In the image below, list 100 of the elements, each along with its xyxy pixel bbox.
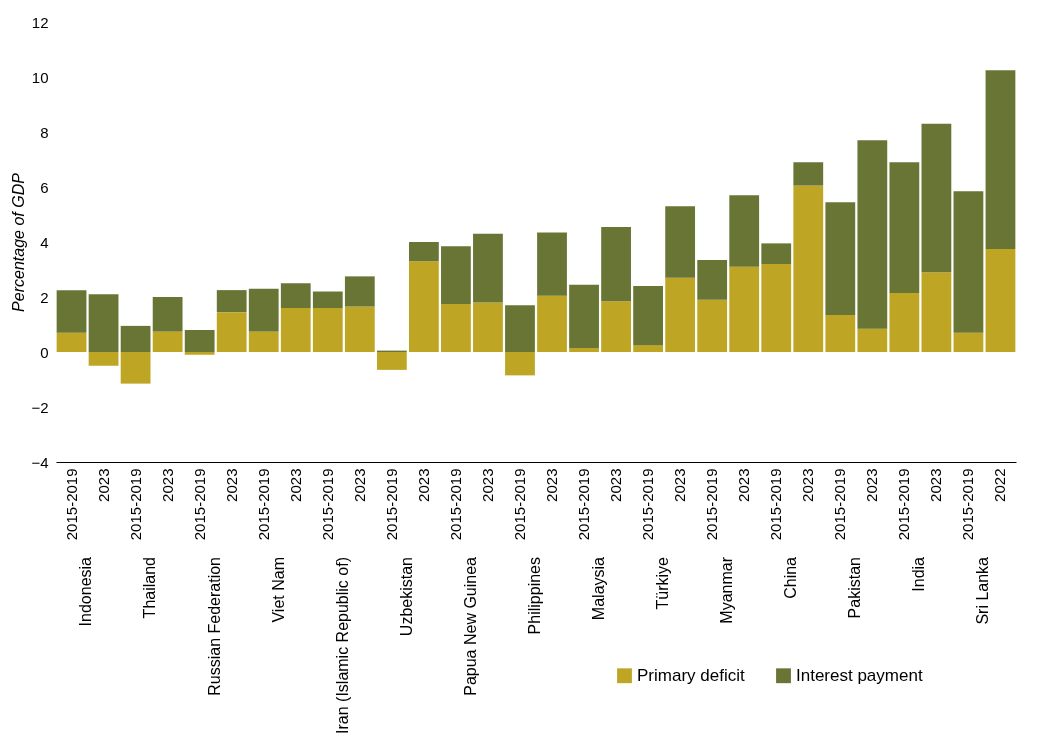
bar [152,297,183,332]
bar [857,328,888,352]
x-tick-label: 2023 [478,468,496,502]
legend-label: Primary deficit [637,665,745,685]
y-tick-label: −2 [31,398,49,416]
y-tick-label: 8 [40,123,49,141]
bar [505,305,535,352]
bar [344,306,375,352]
bar [729,266,760,352]
bar [88,352,119,366]
x-tick-label: 2015-2019 [959,468,977,541]
x-tick-label: 2023 [799,468,817,502]
bar [408,261,439,352]
bar [473,302,503,352]
y-tick-label: 10 [31,68,49,86]
bar [921,272,952,352]
y-tick-label: 0 [40,343,49,361]
bar [441,303,471,352]
text: Indonesia [77,556,95,627]
bar [280,308,311,352]
bar [601,226,631,302]
bar [761,264,792,352]
text: Sri Lanka [974,556,992,625]
text: Türkiye [654,556,672,610]
bar [921,123,952,273]
x-tick-label: 2022 [991,468,1009,502]
text: Thailand [141,557,159,619]
bar [985,70,1016,249]
x-tick-label: 2023 [350,468,368,502]
bar [537,295,567,352]
text: Papua New Guinea [461,556,479,696]
bar [152,331,183,352]
x-tick-label: 2015-2019 [318,468,336,541]
bar [857,140,888,329]
x-tick-label: 2015-2019 [254,468,272,541]
x-tick-label: 2023 [414,468,432,502]
bar [761,243,792,264]
bar [88,294,119,352]
bar [537,232,567,296]
bar [56,290,87,333]
bar [312,308,343,352]
bar [825,202,856,315]
bar [473,233,503,303]
text: Myanmar [718,556,736,624]
x-tick-label: 2023 [735,468,753,502]
bar [665,277,696,352]
bar [729,195,760,267]
legend-label: Interest payment [796,665,923,685]
x-tick-label: 2023 [543,468,561,502]
x-tick-label: 2015-2019 [639,468,657,541]
x-tick-label: 2015-2019 [510,468,528,541]
bar [248,331,279,352]
x-tick-label: 2015-2019 [703,468,721,541]
y-tick-label: −4 [31,453,49,471]
bar [184,330,215,352]
text: Iran (Islamic Republic of) [333,557,351,734]
text: Uzbekistan [397,557,415,637]
bar [633,345,664,352]
text: India [910,556,928,592]
x-tick-label: 2023 [94,468,112,502]
x-tick-label: 2015-2019 [190,468,208,541]
text: Malaysia [589,556,607,621]
text: Russian Federation [205,557,223,696]
y-tick-label: 6 [40,178,49,196]
bar [889,292,920,352]
x-tick-label: 2023 [927,468,945,502]
x-tick-label: 2015-2019 [575,468,593,541]
bar [408,242,439,262]
y-tick-label: 4 [40,233,49,251]
text: Philippines [525,557,543,635]
bar [697,299,728,352]
x-tick-label: 2023 [158,468,176,502]
bar [601,301,631,352]
y-axis-title: Percentage of GDP [10,172,28,312]
bar [793,162,824,186]
x-tick-label: 2015-2019 [767,468,785,541]
bar [120,325,151,352]
text: Pakistan [846,557,864,619]
x-tick-label: 2023 [222,468,240,502]
x-tick-label: 2015-2019 [895,468,913,541]
text: China [782,556,800,599]
bar [120,352,151,384]
x-tick-label: 2015-2019 [62,468,80,541]
bar [569,284,599,348]
bar [56,332,87,352]
bar [985,248,1016,352]
bar [953,191,984,333]
bar [216,312,247,352]
bar [280,283,311,308]
x-tick-label: 2023 [671,468,689,502]
y-tick-label: 2 [40,288,49,306]
x-tick-label: 2015-2019 [126,468,144,541]
bar [825,314,856,352]
bar [441,246,471,304]
bar [793,185,824,352]
bar [344,276,375,307]
bar [697,259,728,300]
x-tick-label: 2023 [863,468,881,502]
bar [953,332,984,352]
bar [665,206,696,278]
